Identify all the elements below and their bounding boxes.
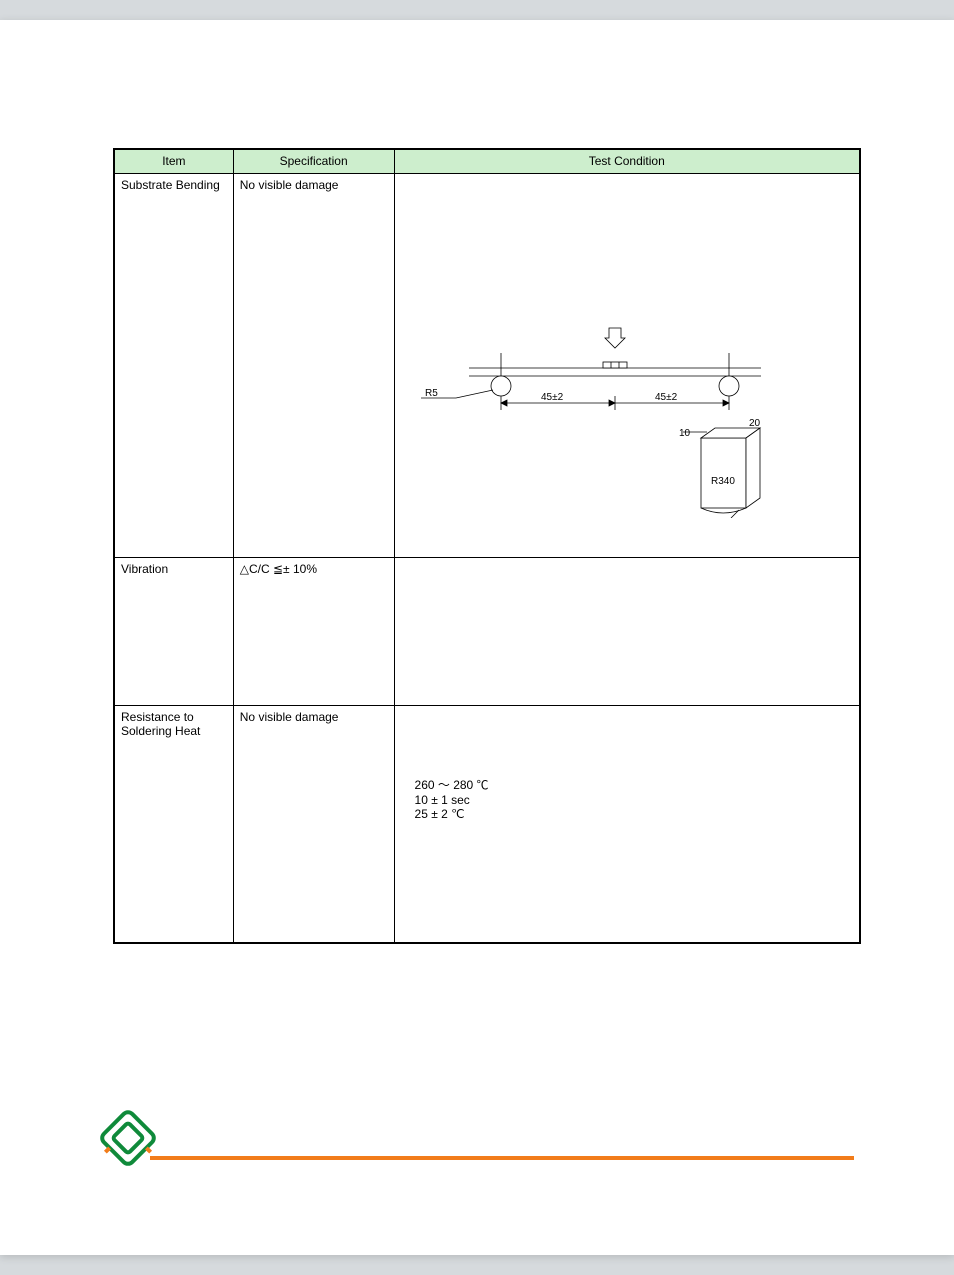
page: Item Specification Test Condition Substr… xyxy=(0,20,954,1255)
footer-rule xyxy=(150,1156,854,1160)
header-cond: Test Condition xyxy=(394,149,860,173)
bend-test-svg: R5 45±2 45±2 10 20 R340 xyxy=(401,178,851,518)
vib-cond xyxy=(394,557,860,705)
row-flex: Substrate Bending No visible damage xyxy=(114,173,860,557)
sold-cond: 260 ～ 280 ℃ 10 ± 1 sec 25 ± 2 ℃ xyxy=(394,705,860,943)
table-header-row: Item Specification Test Condition xyxy=(114,149,860,173)
row-vibration: Vibration △C/C ≦± 10% xyxy=(114,557,860,705)
brand-logo xyxy=(100,1110,156,1166)
flex-item: Substrate Bending xyxy=(114,173,233,557)
header-spec: Specification xyxy=(233,149,394,173)
flex-spec: No visible damage xyxy=(233,173,394,557)
label-ten: 10 xyxy=(679,428,691,439)
spec-table: Item Specification Test Condition Substr… xyxy=(113,148,861,944)
label-r340: R340 xyxy=(711,476,735,487)
vib-item: Vibration xyxy=(114,557,233,705)
label-r5: R5 xyxy=(425,388,438,399)
label-twenty: 20 xyxy=(749,418,761,429)
header-item: Item xyxy=(114,149,233,173)
label-span-right: 45±2 xyxy=(655,392,678,403)
sold-spec: No visible damage xyxy=(233,705,394,943)
row-solder: Resistance to Soldering Heat No visible … xyxy=(114,705,860,943)
label-span-left: 45±2 xyxy=(541,392,564,403)
flex-diagram: R5 45±2 45±2 10 20 R340 xyxy=(401,178,853,518)
page-footer xyxy=(100,1156,854,1160)
flex-cond: R5 45±2 45±2 10 20 R340 xyxy=(394,173,860,557)
sold-item: Resistance to Soldering Heat xyxy=(114,705,233,943)
vib-spec: △C/C ≦± 10% xyxy=(233,557,394,705)
